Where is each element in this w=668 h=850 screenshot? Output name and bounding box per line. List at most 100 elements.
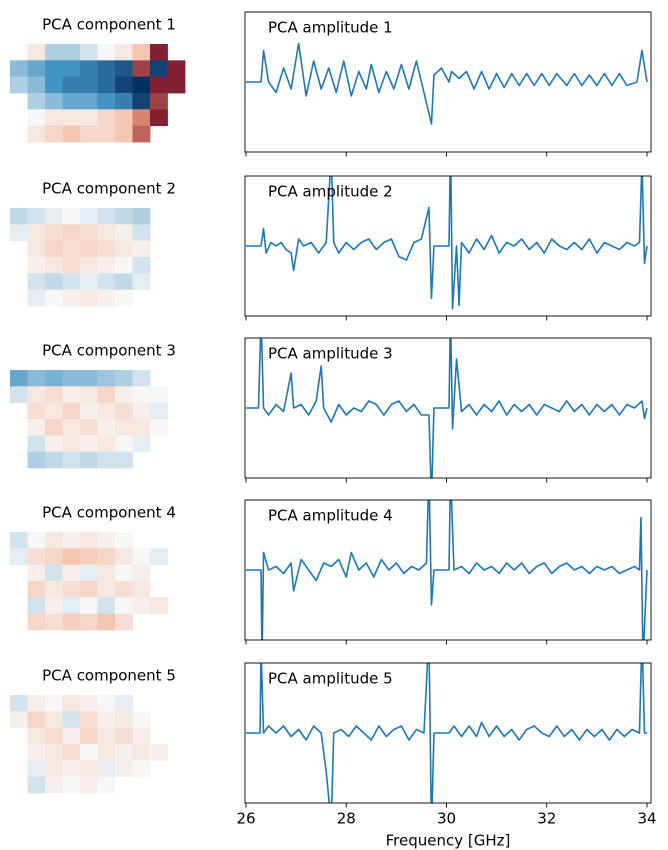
heatmap-cell xyxy=(97,125,116,143)
axes-frame xyxy=(244,175,652,317)
heatmap-cell xyxy=(115,273,133,291)
heatmap-cell xyxy=(115,109,133,127)
heatmap-cell xyxy=(62,613,81,631)
axes-frame xyxy=(244,499,652,641)
heatmap-cell xyxy=(62,289,81,307)
heatmap-cell xyxy=(10,224,28,242)
x-tick-label: 26 xyxy=(236,810,255,828)
heatmap-cell xyxy=(27,727,46,745)
heatmap-cell xyxy=(45,386,63,404)
heatmap-cell xyxy=(132,60,151,78)
heatmap-cell xyxy=(62,370,81,387)
heatmap-cell xyxy=(150,419,168,436)
heatmap-cell xyxy=(150,597,168,615)
heatmap-cell xyxy=(27,60,46,78)
heatmap-cell xyxy=(132,435,151,453)
heatmap-cell xyxy=(115,93,133,110)
heatmap-cell xyxy=(97,548,116,566)
heatmap-cell xyxy=(45,711,63,729)
amplitude-label: PCA amplitude 3 xyxy=(268,345,393,363)
heatmap-cell xyxy=(132,93,151,110)
heatmap-cell xyxy=(45,581,63,598)
heatmap-cell xyxy=(80,224,98,242)
heatmap-cell xyxy=(80,386,98,404)
component-title: PCA component 1 xyxy=(42,16,176,34)
heatmap-cell xyxy=(62,402,81,420)
amplitude-label: PCA amplitude 4 xyxy=(268,507,393,525)
heatmap-cell xyxy=(115,435,133,453)
heatmap-cell xyxy=(27,125,46,143)
heatmap-cell xyxy=(10,532,28,549)
heatmap-cell xyxy=(150,109,168,127)
heatmap-cell xyxy=(80,402,98,420)
heatmap-cell xyxy=(45,532,63,549)
heatmap-cell xyxy=(150,44,168,61)
heatmap-cell xyxy=(62,727,81,745)
heatmap-cell xyxy=(132,109,151,127)
heatmap-cell xyxy=(45,695,63,712)
x-tick-label: 30 xyxy=(437,810,456,828)
heatmap-cell xyxy=(80,435,98,453)
heatmap-cell xyxy=(27,370,46,387)
heatmap-cell xyxy=(115,289,133,307)
heatmap-cell xyxy=(45,109,63,127)
heatmap-cell xyxy=(97,257,116,274)
component-title: PCA component 2 xyxy=(42,180,176,198)
heatmap-cell xyxy=(115,548,133,566)
heatmap-cell xyxy=(97,224,116,242)
heatmap-cell xyxy=(45,727,63,745)
heatmap-cell xyxy=(97,76,116,94)
heatmap-cell xyxy=(45,370,63,387)
heatmap-cell xyxy=(115,564,133,582)
heatmap-cell xyxy=(62,109,81,127)
axes-frame xyxy=(244,11,652,153)
heatmap-cell xyxy=(97,109,116,127)
heatmap-cell xyxy=(10,370,28,387)
heatmap-cell xyxy=(27,451,46,469)
heatmap-cell xyxy=(115,419,133,436)
x-tick-label: 32 xyxy=(537,810,556,828)
heatmap-cell xyxy=(45,402,63,420)
heatmap-cell xyxy=(62,257,81,274)
heatmap-cell xyxy=(45,273,63,291)
heatmap-cell xyxy=(132,224,151,242)
heatmap-cell xyxy=(97,419,116,436)
heatmap-cell xyxy=(27,760,46,778)
heatmap-cell xyxy=(45,435,63,453)
amplitude-line xyxy=(246,500,648,640)
heatmap-cell xyxy=(80,564,98,582)
heatmap-cell xyxy=(80,581,98,598)
heatmap-cell xyxy=(62,386,81,404)
heatmap-cell xyxy=(115,125,133,143)
heatmap-cell xyxy=(10,386,28,404)
heatmap-cell xyxy=(27,548,46,566)
x-tick-label: 34 xyxy=(637,810,656,828)
heatmap-cell xyxy=(132,386,151,404)
heatmap-cell xyxy=(132,370,151,387)
heatmap-cell xyxy=(97,727,116,745)
heatmap-cell xyxy=(45,257,63,274)
heatmap-cell xyxy=(132,402,151,420)
heatmap-cell xyxy=(97,240,116,258)
heatmap-cell xyxy=(27,564,46,582)
heatmap-cell xyxy=(150,744,168,761)
heatmap-cell xyxy=(80,760,98,778)
heatmap-cell xyxy=(27,435,46,453)
heatmap-cell xyxy=(62,597,81,615)
heatmap-cell xyxy=(97,44,116,61)
heatmap-cell xyxy=(97,744,116,761)
heatmap-cell xyxy=(45,776,63,794)
heatmap-cell xyxy=(62,581,81,598)
heatmap-cell xyxy=(115,44,133,61)
heatmap-cell xyxy=(80,109,98,127)
heatmap-cell xyxy=(27,744,46,761)
axes-frame xyxy=(244,337,652,479)
heatmap-cell xyxy=(97,776,116,794)
heatmap-cell xyxy=(97,386,116,404)
heatmap-cell xyxy=(115,760,133,778)
heatmap-cell xyxy=(115,402,133,420)
heatmap-cell xyxy=(97,208,116,225)
heatmap-cell xyxy=(45,60,63,78)
heatmap-cell xyxy=(132,419,151,436)
heatmap-cell xyxy=(62,419,81,436)
